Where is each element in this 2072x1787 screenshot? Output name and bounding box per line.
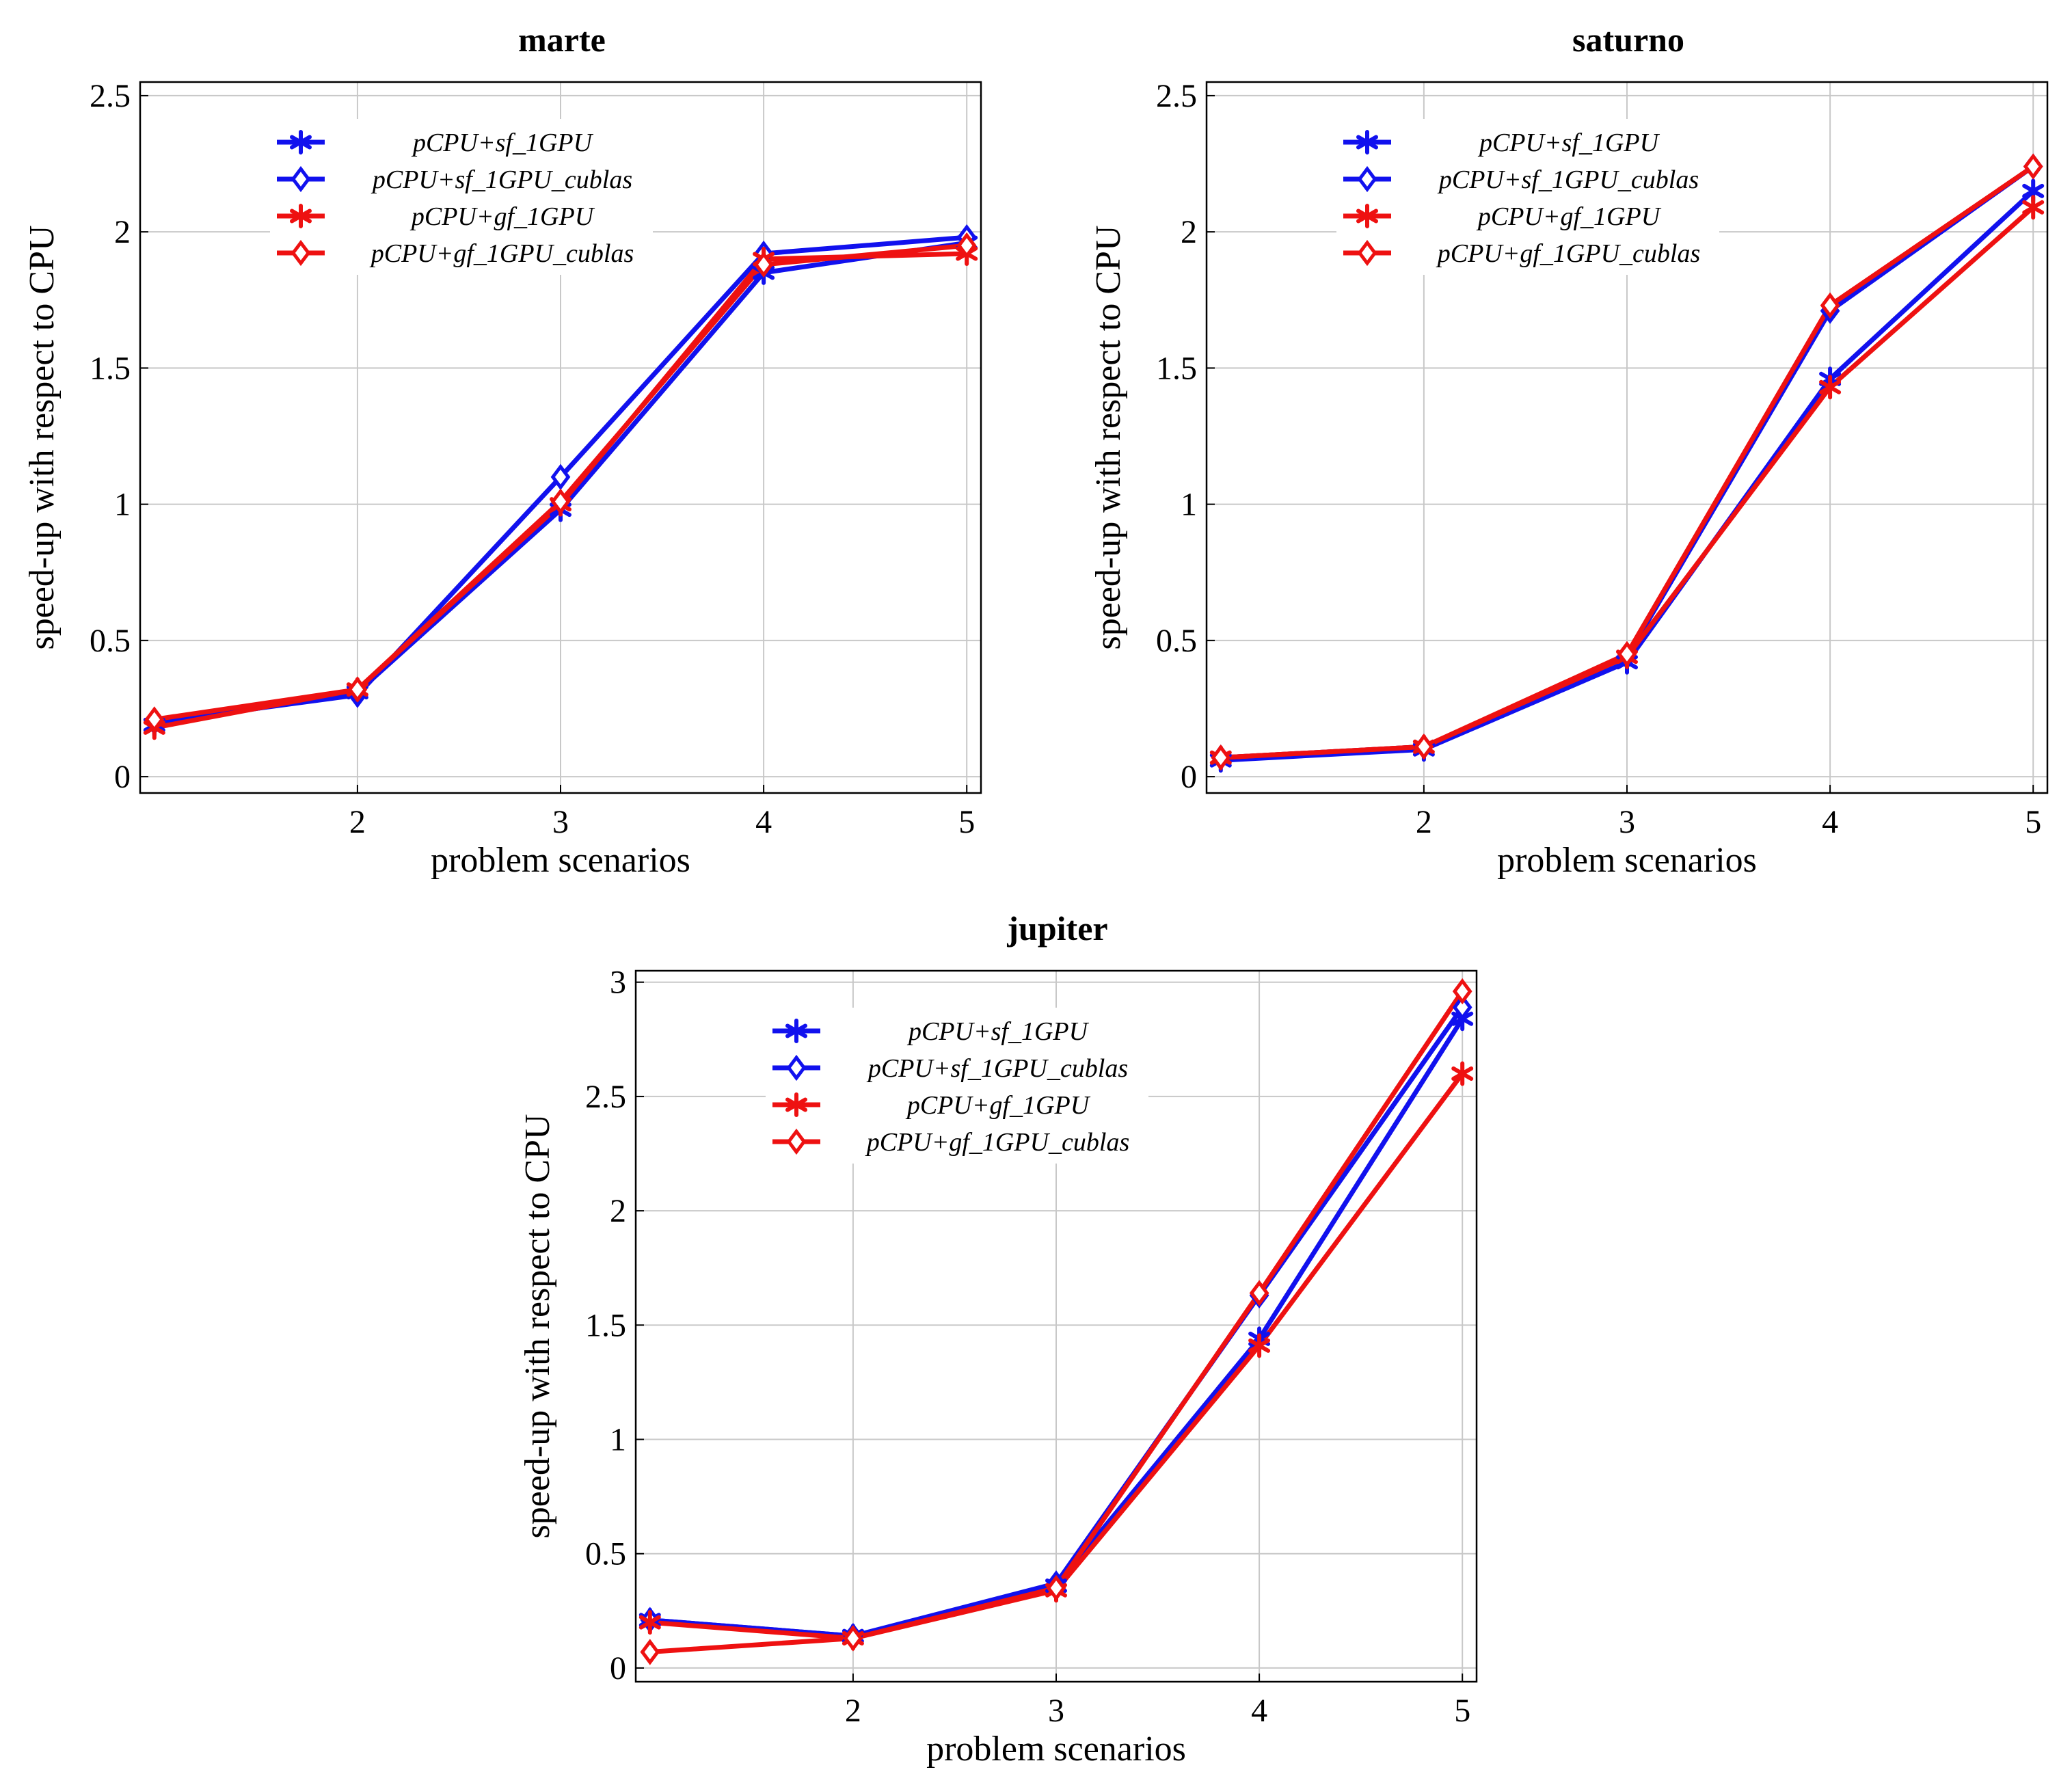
y-axis-label: speed-up with respect to CPU xyxy=(23,225,62,649)
y-tick-label: 0.5 xyxy=(585,1536,626,1572)
data-point xyxy=(550,463,571,490)
data-point xyxy=(2022,195,2045,220)
legend-marker xyxy=(786,1128,807,1155)
legend-label: pCPU+gf_1GPU xyxy=(409,202,595,231)
legend-box xyxy=(1336,119,1719,275)
legend-marker xyxy=(290,204,312,228)
legend-label: pCPU+gf_1GPU_cublas xyxy=(369,239,634,268)
legend-label: pCPU+gf_1GPU_cublas xyxy=(1436,239,1701,268)
data-point xyxy=(638,1610,661,1635)
data-point xyxy=(1414,734,1434,760)
chart-title: jupiter xyxy=(1006,909,1107,948)
x-tick-label: 2 xyxy=(349,804,366,840)
data-point xyxy=(640,1639,660,1665)
x-tick-label: 3 xyxy=(1619,804,1635,840)
y-tick-label: 2.5 xyxy=(1156,78,1197,114)
legend-marker xyxy=(786,1054,807,1081)
data-point xyxy=(1249,1280,1269,1306)
data-point xyxy=(753,251,774,278)
y-tick-label: 2 xyxy=(114,214,131,250)
legend-box xyxy=(270,119,653,275)
legend-label: pCPU+sf_1GPU_cublas xyxy=(1437,165,1699,194)
y-axis-label: speed-up with respect to CPU xyxy=(1089,225,1128,649)
legend-marker xyxy=(1357,239,1377,267)
y-tick-label: 2 xyxy=(610,1193,626,1229)
x-axis-label: problem scenarios xyxy=(1497,841,1757,880)
legend-label: pCPU+sf_1GPU_cublas xyxy=(371,165,632,194)
chart-svg-saturno: saturno 0 0.5 1 1.5 2 2.5 2 3 4 5 problem scenari… xyxy=(1089,21,2049,880)
legend-marker xyxy=(1357,165,1377,193)
x-axis-label: problem scenarios xyxy=(431,841,690,880)
legend-label: pCPU+sf_1GPU_cublas xyxy=(866,1054,1128,1083)
data-point xyxy=(144,706,165,733)
x-axis-label: problem scenarios xyxy=(926,1730,1186,1769)
y-tick-label: 2.5 xyxy=(90,78,131,114)
x-tick-label: 4 xyxy=(1822,804,1838,840)
x-tick-label: 5 xyxy=(958,804,975,840)
legend-marker xyxy=(290,130,312,154)
legend-label: pCPU+gf_1GPU xyxy=(1476,202,1662,231)
legend-marker xyxy=(1356,204,1378,228)
y-tick-label: 0 xyxy=(610,1650,626,1687)
y-tick-label: 0 xyxy=(114,759,131,795)
data-point xyxy=(1819,375,1842,400)
y-tick-label: 0 xyxy=(1181,759,1197,795)
y-tick-label: 1.5 xyxy=(90,350,131,386)
chart-svg-jupiter: jupiter 0 0.5 1 1.5 2 2.5 3 2 3 4 5 problem scenar… xyxy=(518,909,1478,1769)
x-tick-label: 3 xyxy=(552,804,569,840)
y-axis-label: speed-up with respect to CPU xyxy=(518,1114,557,1538)
x-tick-label: 5 xyxy=(2025,804,2041,840)
data-point xyxy=(1046,1574,1066,1602)
legend-label: pCPU+sf_1GPU xyxy=(411,129,594,157)
y-tick-label: 1 xyxy=(1181,487,1197,523)
y-tick-label: 1.5 xyxy=(1156,350,1197,386)
chart-title: marte xyxy=(518,21,606,59)
legend-marker xyxy=(785,1092,807,1117)
data-point xyxy=(956,232,977,259)
x-tick-label: 2 xyxy=(845,1693,861,1729)
legend-marker xyxy=(291,165,311,193)
y-tick-label: 1 xyxy=(610,1422,626,1458)
data-point xyxy=(1451,1061,1474,1086)
data-point xyxy=(550,488,571,515)
y-tick-label: 0.5 xyxy=(1156,623,1197,659)
data-point xyxy=(347,676,368,703)
x-tick-label: 4 xyxy=(755,804,772,840)
data-point xyxy=(843,1625,863,1652)
y-tick-label: 1.5 xyxy=(585,1307,626,1343)
data-point xyxy=(1617,641,1637,667)
y-tick-label: 0.5 xyxy=(90,623,131,659)
chart-svg-marte: marte 0 0.5 1 1.5 2 2.5 2 3 4 5 problem scenarios… xyxy=(23,21,982,880)
legend-marker xyxy=(291,239,311,267)
x-tick-label: 4 xyxy=(1251,1693,1267,1729)
legend-label: pCPU+gf_1GPU xyxy=(905,1091,1091,1120)
data-point xyxy=(1452,994,1472,1021)
data-point xyxy=(1248,1333,1271,1358)
chart-panel-marte: marte 0 0.5 1 1.5 2 2.5 2 3 4 5 problem scenarios… xyxy=(0,0,1025,889)
legend-marker xyxy=(1356,130,1378,154)
y-tick-label: 1 xyxy=(114,487,131,523)
data-point xyxy=(1211,744,1231,771)
chart-title: saturno xyxy=(1572,21,1684,59)
legend-label: pCPU+sf_1GPU xyxy=(906,1017,1090,1046)
data-point xyxy=(1820,292,1840,319)
legend-label: pCPU+sf_1GPU xyxy=(1477,129,1660,157)
legend-box xyxy=(766,1008,1148,1164)
chart-panel-saturno: saturno 0 0.5 1 1.5 2 2.5 2 3 4 5 problem scenari… xyxy=(1066,0,2072,889)
legend-marker xyxy=(785,1019,807,1043)
y-tick-label: 3 xyxy=(610,965,626,1001)
data-point xyxy=(2023,153,2043,180)
y-tick-label: 2 xyxy=(1181,214,1197,250)
x-tick-label: 5 xyxy=(1454,1693,1470,1729)
x-tick-label: 2 xyxy=(1416,804,1432,840)
data-point xyxy=(1452,978,1472,1005)
legend-label: pCPU+gf_1GPU_cublas xyxy=(865,1128,1130,1157)
chart-panel-jupiter: jupiter 0 0.5 1 1.5 2 2.5 3 2 3 4 5 problem scenar… xyxy=(496,889,1521,1777)
x-tick-label: 3 xyxy=(1048,1693,1064,1729)
y-tick-label: 2.5 xyxy=(585,1079,626,1115)
